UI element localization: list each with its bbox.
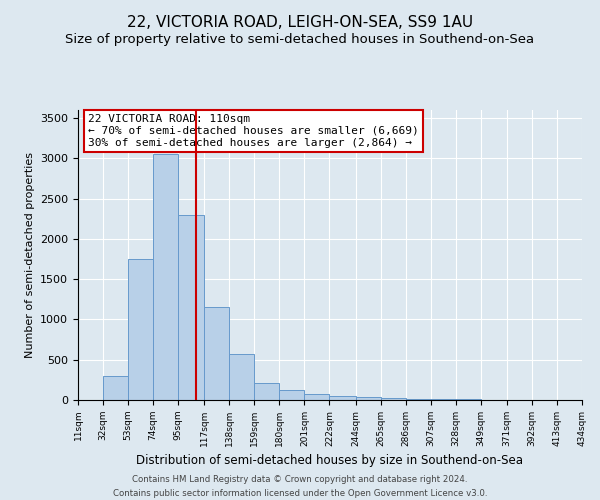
Y-axis label: Number of semi-detached properties: Number of semi-detached properties	[25, 152, 35, 358]
Bar	[103, 376, 128, 400]
Text: 22, VICTORIA ROAD, LEIGH-ON-SEA, SS9 1AU: 22, VICTORIA ROAD, LEIGH-ON-SEA, SS9 1AU	[127, 15, 473, 30]
Bar	[329, 396, 356, 400]
Bar	[431, 399, 456, 400]
Bar	[204, 308, 229, 400]
Bar	[304, 394, 329, 400]
Text: 22 VICTORIA ROAD: 110sqm
← 70% of semi-detached houses are smaller (6,669)
30% o: 22 VICTORIA ROAD: 110sqm ← 70% of semi-d…	[88, 114, 419, 148]
Bar	[356, 397, 380, 400]
Bar	[380, 398, 406, 400]
Text: Contains HM Land Registry data © Crown copyright and database right 2024.
Contai: Contains HM Land Registry data © Crown c…	[113, 476, 487, 498]
Text: Size of property relative to semi-detached houses in Southend-on-Sea: Size of property relative to semi-detach…	[65, 32, 535, 46]
Bar	[178, 214, 204, 400]
Bar	[280, 390, 304, 400]
Bar	[128, 259, 153, 400]
Bar	[153, 154, 178, 400]
Bar	[406, 398, 431, 400]
Bar	[229, 354, 254, 400]
X-axis label: Distribution of semi-detached houses by size in Southend-on-Sea: Distribution of semi-detached houses by …	[137, 454, 523, 468]
Bar	[254, 383, 280, 400]
